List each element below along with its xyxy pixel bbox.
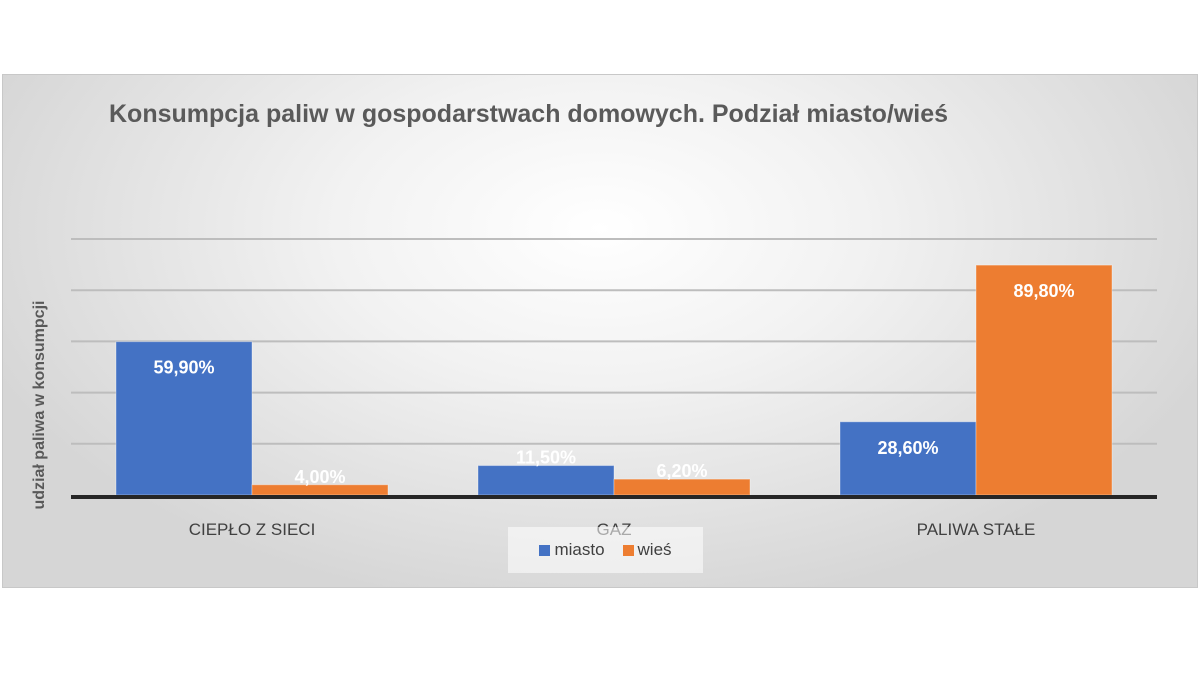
- bar-miasto: [477, 465, 615, 496]
- legend-swatch-wies: [622, 544, 634, 556]
- data-label-miasto: 11,50%: [516, 448, 576, 468]
- legend-label-wies: wieś: [637, 540, 672, 559]
- plot-area: 59,90%4,00%CIEPŁO Z SIECI11,50%6,20%GAZ2…: [71, 238, 1157, 539]
- chart-panel: Konsumpcja paliw w gospodarstwach domowy…: [2, 74, 1198, 588]
- bar-wies: [613, 478, 751, 496]
- data-label-wies: 4,00%: [294, 467, 345, 487]
- data-label-miasto: 28,60%: [877, 438, 938, 458]
- bar-miasto: [115, 341, 253, 496]
- chart-title: Konsumpcja paliw w gospodarstwach domowy…: [109, 100, 949, 128]
- data-label-wies: 6,20%: [656, 461, 707, 481]
- legend-item-miasto: miasto: [539, 540, 605, 560]
- bar-miasto: [839, 421, 977, 496]
- x-tick-label: CIEPŁO Z SIECI: [189, 520, 316, 539]
- data-label-miasto: 59,90%: [153, 358, 214, 378]
- legend-label-miasto: miasto: [554, 540, 605, 559]
- bar-wies: [975, 264, 1113, 496]
- legend: miasto wieś: [508, 527, 703, 573]
- legend-item-wies: wieś: [622, 540, 672, 560]
- x-tick-label: PALIWA STAŁE: [917, 520, 1036, 539]
- data-label-wies: 89,80%: [1013, 281, 1074, 301]
- legend-swatch-miasto: [539, 544, 551, 556]
